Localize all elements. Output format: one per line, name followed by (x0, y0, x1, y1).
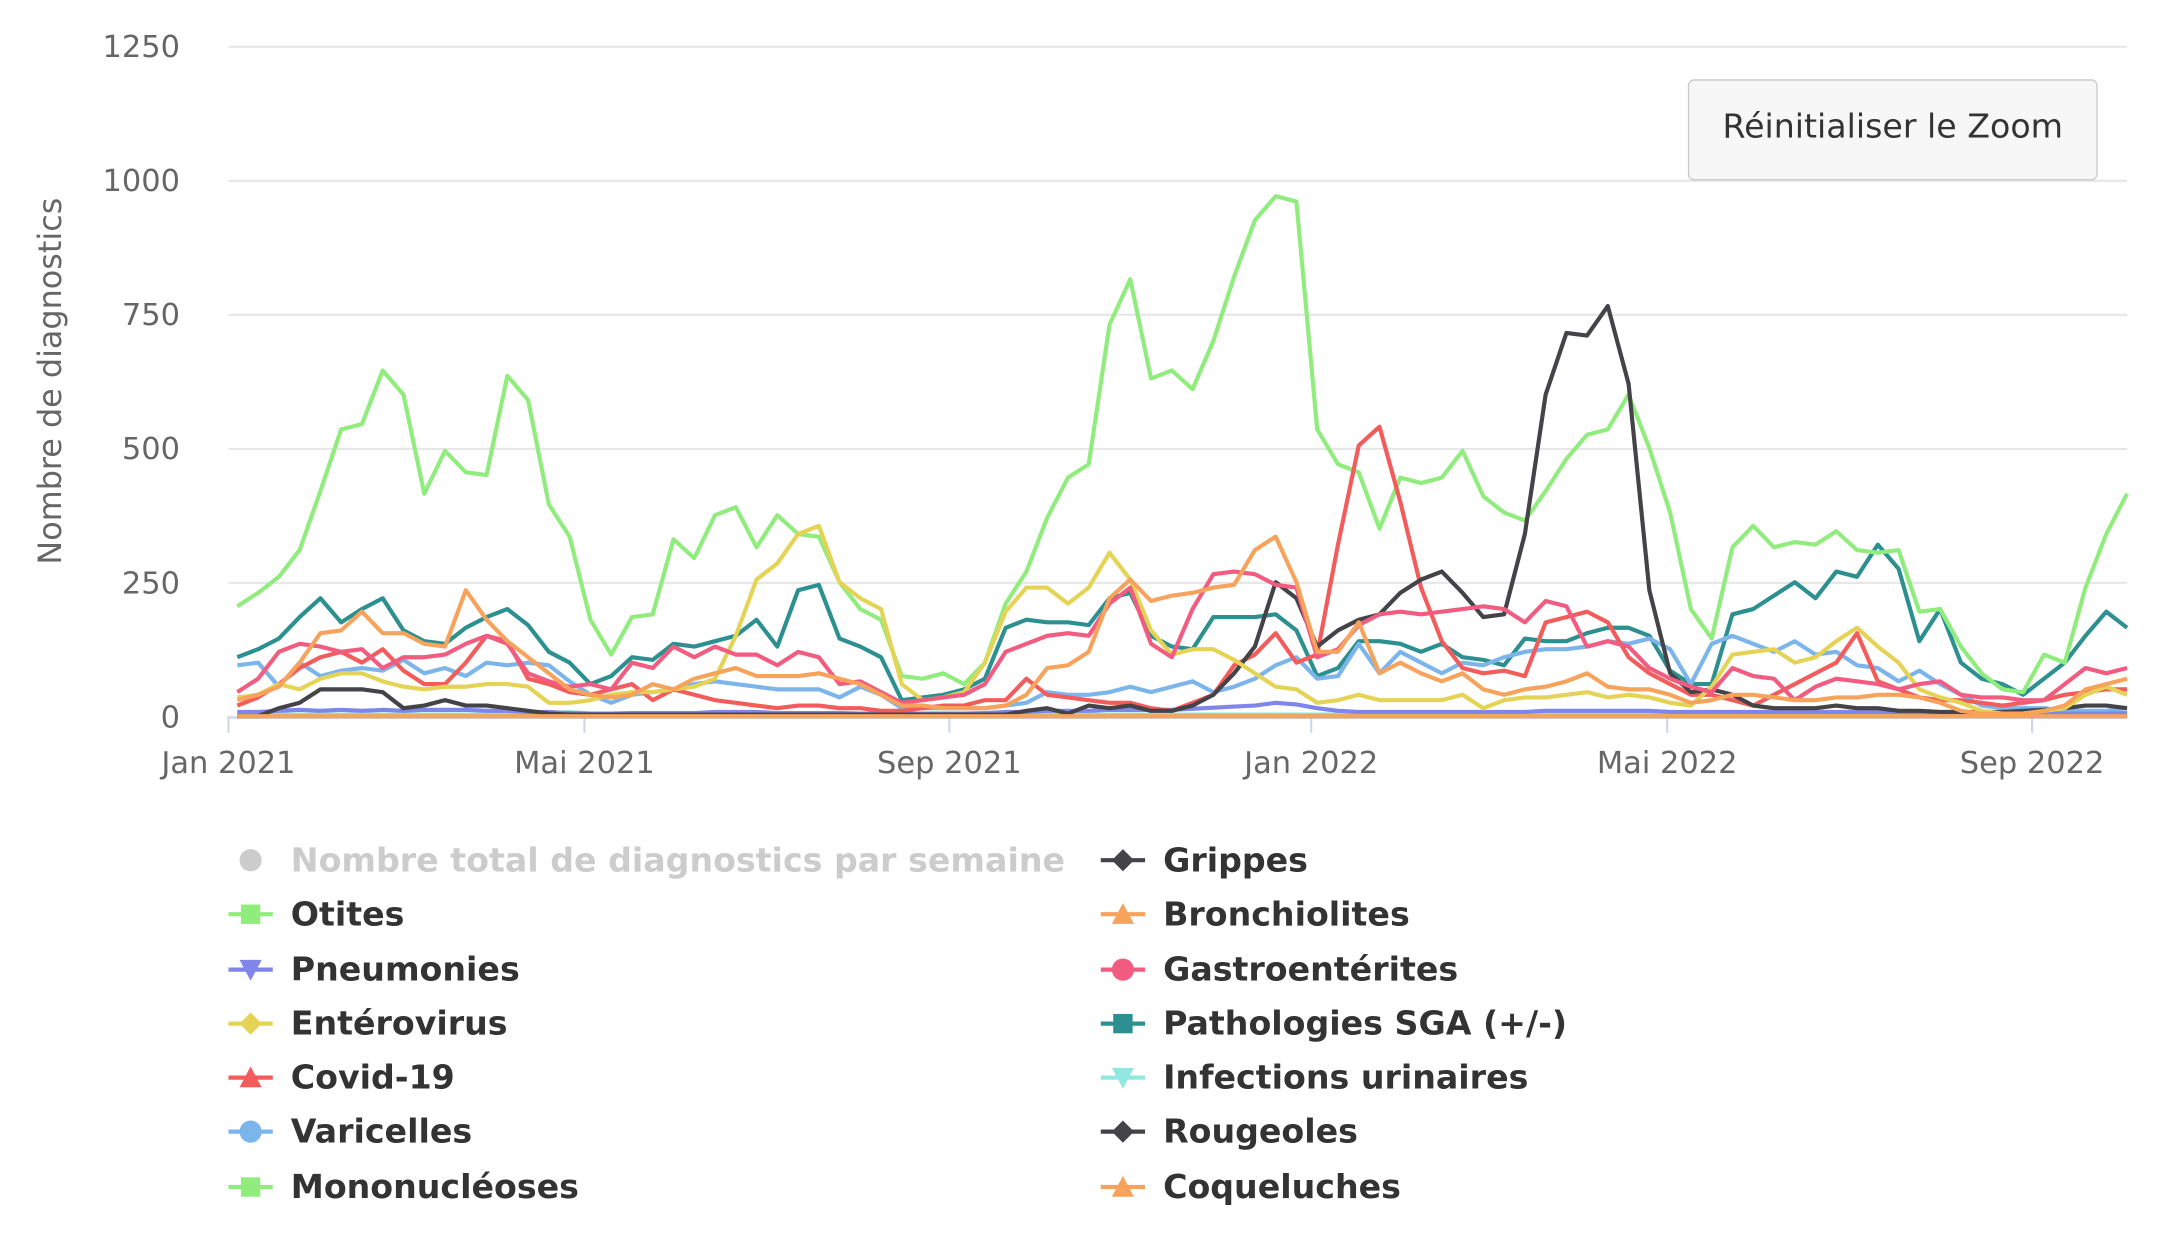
legend-label: Varicelles (291, 1112, 472, 1151)
y-tick-label: 1000 (102, 164, 180, 199)
legend-label: Coqueluches (1163, 1167, 1401, 1206)
x-axis: Jan 2021 Mai 2021 Sep 2021 Jan 2022 Mai 2022… (159, 716, 2128, 781)
series-line-pathologies-sga-[interactable] (236, 542, 2129, 703)
x-tick-label: Sep 2022 (1960, 746, 2105, 781)
legend-label: Pneumonies (291, 950, 520, 989)
legend-label: Covid-19 (291, 1058, 455, 1097)
y-tick-label: 0 (161, 700, 180, 735)
reset-zoom-button[interactable]: Réinitialiser le Zoom (1687, 79, 2098, 181)
circle-marker-icon (1111, 958, 1134, 981)
diamond-marker-icon (1111, 1120, 1134, 1143)
legend-item-grippes[interactable]: Grippes (1100, 840, 1308, 879)
triangle-marker-icon (1111, 1175, 1134, 1197)
legend-item-otites[interactable]: Otites (228, 894, 404, 933)
diamond-marker-icon (1111, 849, 1134, 872)
legend-item-bronchiolites[interactable]: Bronchiolites (1100, 894, 1410, 933)
legend-item-gastroent-rites[interactable]: Gastroentérites (1100, 950, 1458, 989)
legend-item-rougeoles[interactable]: Rougeoles (1100, 1112, 1358, 1151)
legend: Nombre total de diagnostics par semaine O… (228, 840, 1567, 1206)
legend-item-coqueluches[interactable]: Coqueluches (1100, 1167, 1401, 1206)
circle-marker-icon (239, 849, 262, 872)
series-line-bronchiolites[interactable] (236, 534, 2128, 716)
legend-label: Grippes (1163, 840, 1308, 879)
square-marker-icon (1113, 1013, 1133, 1034)
x-tick-label: Sep 2021 (877, 746, 1022, 781)
legend-label: Rougeoles (1163, 1112, 1358, 1151)
x-tick-label: Mai 2021 (514, 746, 655, 781)
legend-label: Infections urinaires (1163, 1058, 1528, 1097)
legend-label: Nombre total de diagnostics par semaine (291, 840, 1065, 879)
series-line-covid-19[interactable] (236, 424, 2128, 713)
legend-label: Pathologies SGA (+/-) (1163, 1004, 1567, 1043)
series-line-grippes[interactable] (237, 304, 2128, 719)
x-tick-label: Mai 2022 (1597, 746, 1738, 781)
square-marker-icon (240, 904, 261, 924)
series-line-ent-rovirus[interactable] (237, 523, 2128, 716)
triangle-down-marker-icon (1111, 1067, 1134, 1089)
legend-item-pneumonies[interactable]: Pneumonies (228, 950, 520, 989)
triangle-marker-icon (1111, 903, 1134, 924)
reset-zoom-label: Réinitialiser le Zoom (1722, 106, 2063, 145)
y-tick-label: 1250 (102, 30, 180, 65)
series-line-varicelles[interactable] (237, 633, 2128, 713)
circle-marker-icon (239, 1120, 262, 1143)
legend-label: Otites (291, 894, 405, 933)
triangle-down-marker-icon (239, 959, 262, 981)
series-line-gastroent-rites[interactable] (236, 569, 2128, 705)
legend-item-ent-rovirus[interactable]: Entérovirus (228, 1004, 508, 1043)
legend-item-infections-urinaires[interactable]: Infections urinaires (1100, 1058, 1529, 1097)
legend-label: Entérovirus (291, 1004, 508, 1043)
x-tick-label: Jan 2021 (159, 746, 295, 781)
legend-item-covid-19[interactable]: Covid-19 (228, 1058, 455, 1097)
square-marker-icon (240, 1177, 261, 1197)
y-tick-label: 500 (122, 432, 180, 467)
diamond-marker-icon (239, 1012, 262, 1035)
legend-item-varicelles[interactable]: Varicelles (228, 1112, 472, 1151)
legend-label: Mononucléoses (291, 1167, 579, 1206)
legend-label: Gastroentérites (1163, 950, 1458, 989)
legend-item-pathologies-sga[interactable]: Pathologies SGA (+/-) (1100, 1004, 1567, 1043)
series-lines (236, 194, 2129, 719)
y-axis: 0 250 500 750 1000 1250 (102, 30, 180, 735)
legend-item-nombre-total-de-diagnostics-par-semaine[interactable]: Nombre total de diagnostics par semaine (239, 840, 1065, 879)
y-tick-label: 250 (122, 566, 180, 601)
y-tick-label: 750 (122, 298, 180, 333)
series-line-otites[interactable] (236, 194, 2129, 695)
legend-item-mononucl-oses[interactable]: Mononucléoses (228, 1167, 579, 1206)
legend-label: Bronchiolites (1163, 894, 1410, 933)
x-tick-label: Jan 2022 (1242, 746, 1378, 781)
triangle-marker-icon (239, 1066, 262, 1088)
y-axis-title: Nombre de diagnostics (31, 198, 69, 565)
